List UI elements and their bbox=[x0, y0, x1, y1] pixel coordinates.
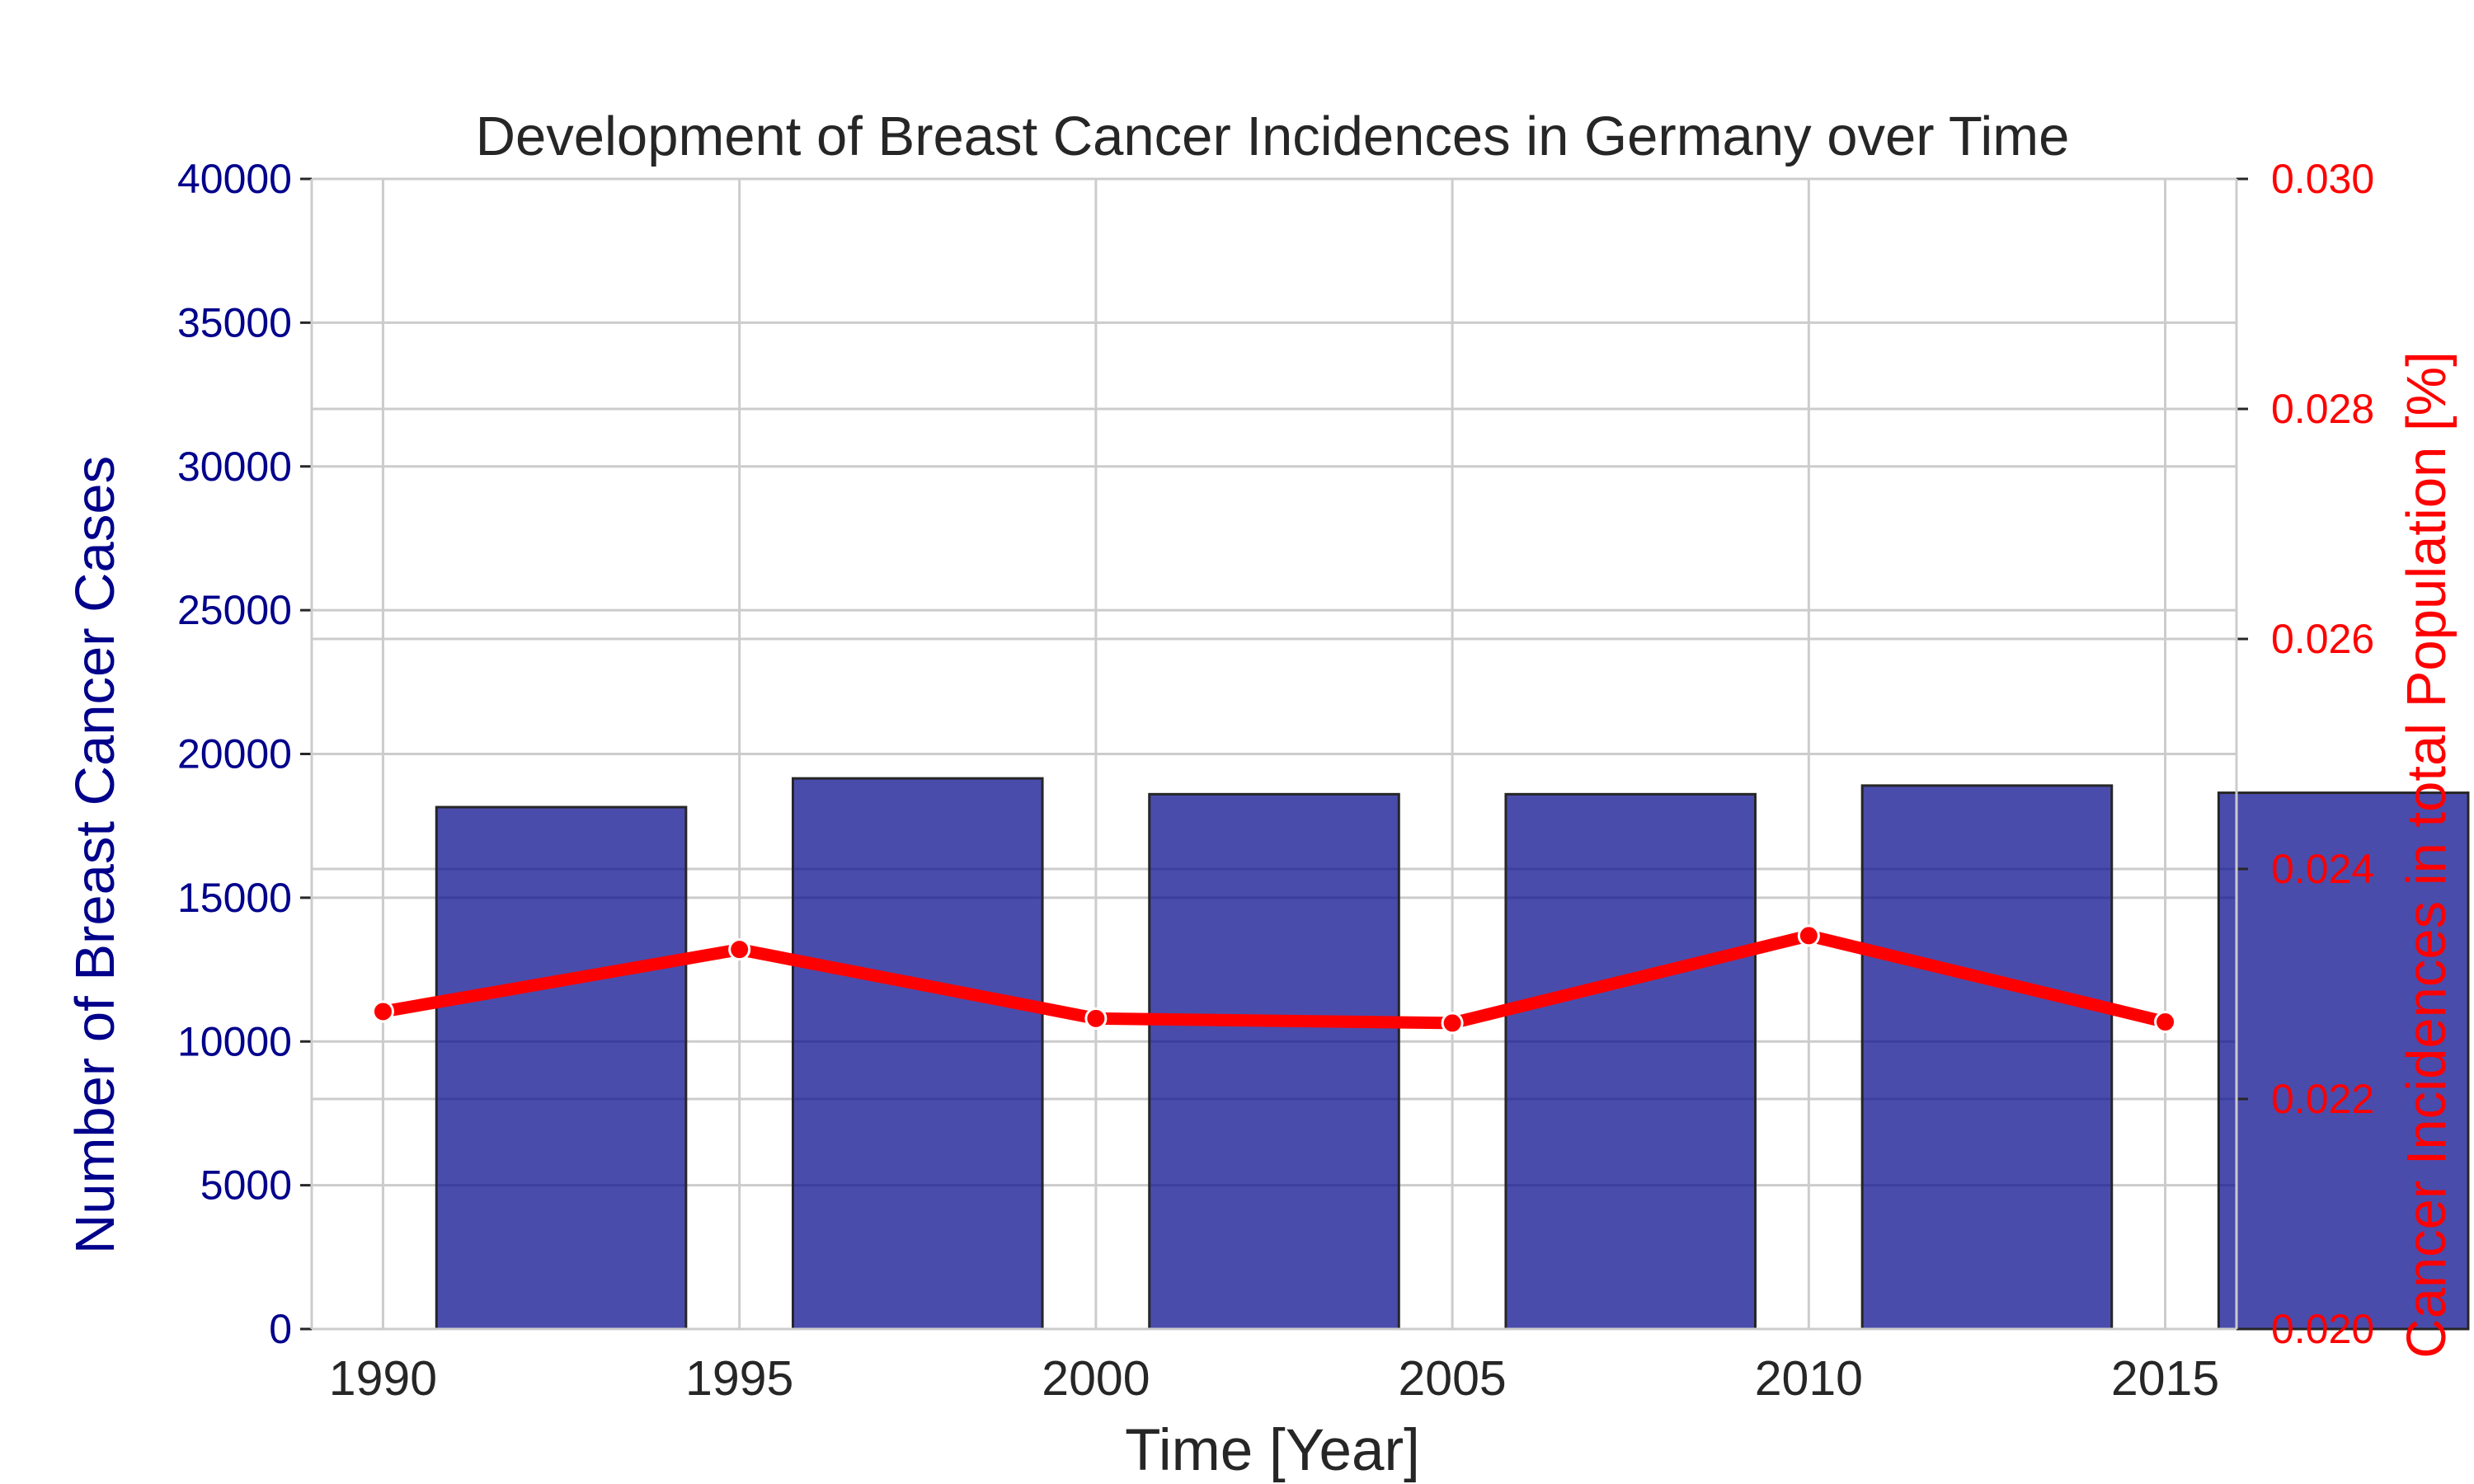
bar bbox=[1860, 784, 2114, 1331]
x-tick-label: 2015 bbox=[2111, 1351, 2219, 1406]
x-axis-label: Time [Year] bbox=[1125, 1418, 1420, 1483]
incidence-point bbox=[2154, 1011, 2177, 1034]
line-layer bbox=[371, 924, 2177, 1035]
text-layer: Development of Breast Cancer Incidences … bbox=[64, 106, 2458, 1483]
axis-layer bbox=[300, 177, 2248, 1331]
y-left-tick-label: 15000 bbox=[177, 875, 292, 921]
incidence-point bbox=[728, 938, 751, 961]
bar bbox=[1148, 792, 1400, 1331]
y-axis-right-label: Cancer Incidences in total Population [%… bbox=[2396, 351, 2458, 1359]
y-left-tick-label: 25000 bbox=[177, 587, 292, 633]
y-left-tick-label: 0 bbox=[269, 1306, 292, 1352]
bar-layer bbox=[435, 777, 2470, 1331]
incidence-point bbox=[371, 1000, 394, 1023]
y-left-tick-label: 10000 bbox=[177, 1018, 292, 1064]
y-right-tick-label: 0.024 bbox=[2271, 846, 2374, 892]
y-axis-left-label: Number of Breast Cancer Cases bbox=[64, 456, 126, 1254]
x-tick-label: 1995 bbox=[685, 1351, 793, 1406]
y-left-tick-label: 5000 bbox=[200, 1162, 292, 1209]
bar bbox=[792, 777, 1044, 1331]
x-tick-label: 2005 bbox=[1398, 1351, 1506, 1406]
x-tick-label: 2000 bbox=[1042, 1351, 1150, 1406]
y-right-tick-label: 0.026 bbox=[2271, 616, 2374, 662]
incidence-point bbox=[1441, 1012, 1464, 1035]
bar bbox=[1504, 792, 1757, 1331]
x-tick-label: 2010 bbox=[1755, 1351, 1863, 1406]
bar bbox=[435, 805, 688, 1331]
chart-title: Development of Breast Cancer Incidences … bbox=[476, 106, 2070, 167]
y-right-tick-label: 0.028 bbox=[2271, 386, 2374, 432]
bar bbox=[2217, 791, 2470, 1331]
y-left-tick-label: 30000 bbox=[177, 444, 292, 490]
y-right-tick-label: 0.020 bbox=[2271, 1306, 2374, 1352]
incidence-point bbox=[1084, 1007, 1108, 1030]
y-right-tick-label: 0.022 bbox=[2271, 1076, 2374, 1122]
incidence-line bbox=[376, 929, 2172, 1030]
x-tick-label: 1990 bbox=[329, 1351, 437, 1406]
y-left-tick-label: 20000 bbox=[177, 731, 292, 777]
y-left-tick-label: 35000 bbox=[177, 299, 292, 345]
y-left-tick-label: 40000 bbox=[177, 156, 292, 202]
y-right-tick-label: 0.030 bbox=[2271, 156, 2374, 202]
incidence-point bbox=[1797, 924, 1820, 947]
